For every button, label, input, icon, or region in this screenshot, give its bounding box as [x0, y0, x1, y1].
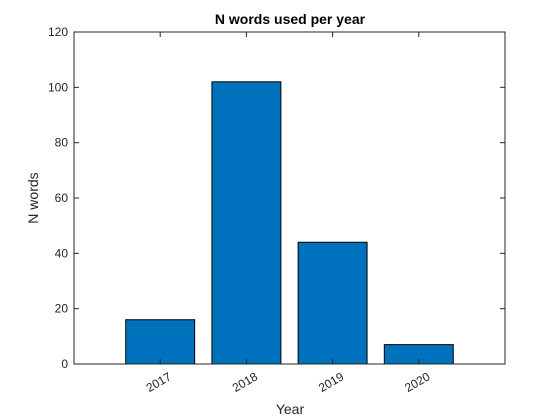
- y-tick-label: 100: [48, 80, 68, 94]
- y-tick-label: 60: [55, 191, 69, 205]
- y-tick-label: 120: [48, 25, 68, 39]
- bar-2019: [297, 241, 368, 365]
- bar-2018: [211, 81, 282, 365]
- y-tick-label: 40: [55, 246, 69, 260]
- chart-title: N words used per year: [215, 11, 366, 27]
- y-tick-label: 0: [61, 357, 68, 371]
- x-axis-label: Year: [276, 401, 305, 417]
- y-tick-label: 20: [55, 302, 69, 316]
- y-tick-label: 80: [55, 136, 69, 150]
- bar-2017: [125, 319, 196, 365]
- axes-background: [74, 32, 505, 364]
- axes-box: [73, 31, 506, 365]
- y-axis-label: N words: [25, 172, 41, 223]
